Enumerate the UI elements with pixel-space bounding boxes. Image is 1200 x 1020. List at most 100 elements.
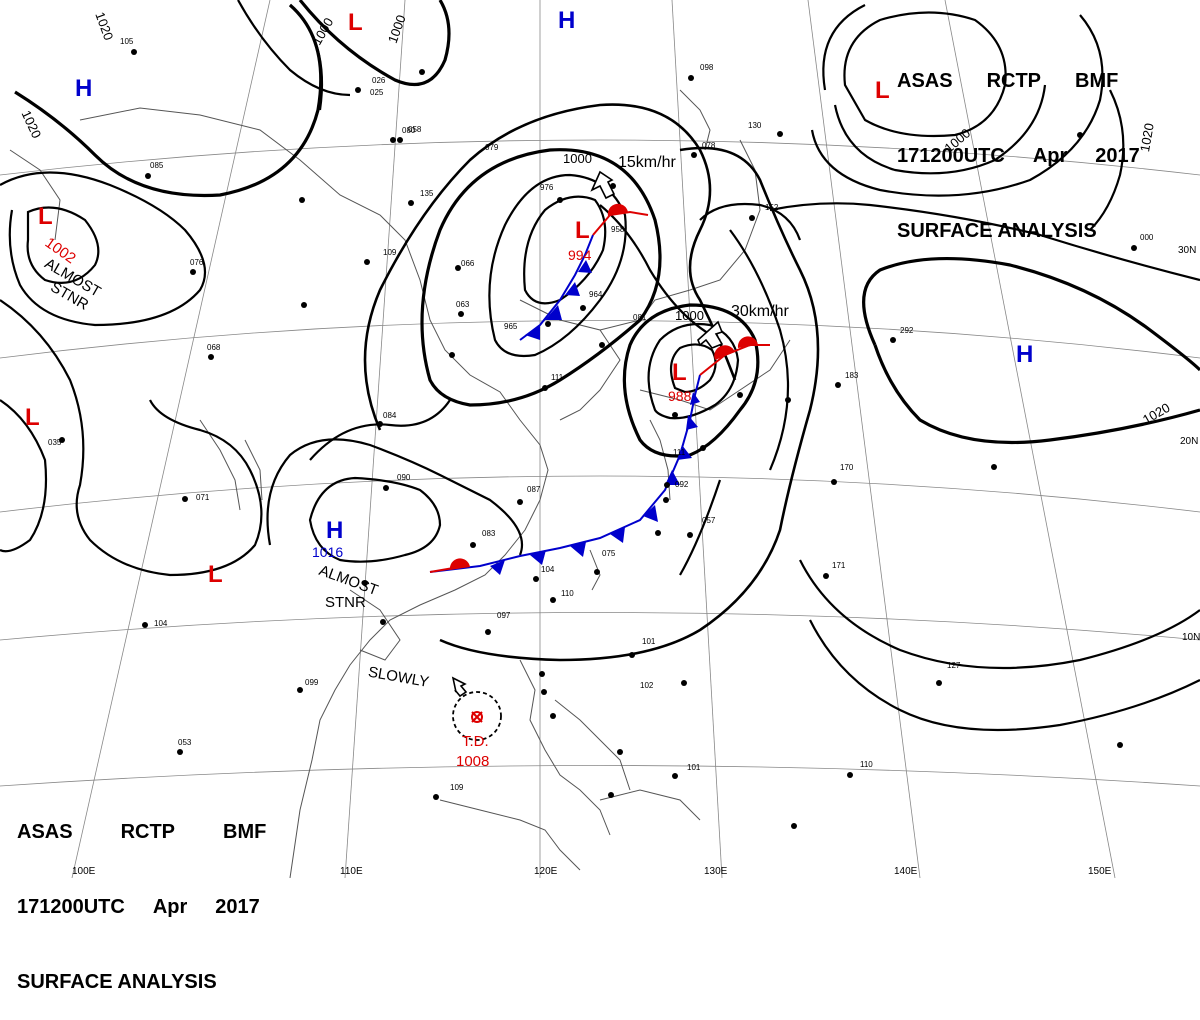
station-pressure-label: 111 [673,448,686,457]
high-center-value: 1016 [312,544,343,560]
isobar-label: 1000 [309,15,336,48]
cold-front-barbs [490,260,700,575]
agency: ASAS [897,70,953,92]
station-pressure-label: 058 [408,125,422,134]
station-pressure-label: 085 [150,161,164,170]
lat-label-30n: 30N [1178,245,1196,256]
header-line-1: ASAS RCTP BMF [17,820,266,845]
td-label: T.D. [462,733,489,750]
agency: ASAS [17,821,73,843]
station-pressure-label: 152 [765,203,779,212]
station-pressure-label: 130 [748,121,762,130]
product: SURFACE ANALYSIS [897,220,1097,242]
lat-label-10n: 10N [1182,632,1200,643]
product: SURFACE ANALYSIS [17,971,217,993]
station-pressure-label: 087 [527,485,541,494]
lon-labels: 100E 110E 120E 130E 140E 150E [72,866,1112,877]
lon-label-100e: 100E [72,866,96,877]
low-center: L [875,77,890,104]
low-center: L [575,217,590,244]
motion-speed-label: 30km/hr [731,303,789,320]
station-pressure-label: 101 [687,763,701,772]
station-pressure-label: 183 [845,371,859,380]
station-pressure-label: 025 [370,88,384,97]
weather-map: 105 085 076 068 035 071 104 099 053 109 080 084 090 0… [0,0,1200,878]
station-pressure-label: 099 [305,678,319,687]
isobar-label: 1020 [19,108,45,141]
lon-label-110e: 110E [340,866,363,877]
station-pressure-label: 079 [485,143,499,152]
station-pressure-label: 035 [48,438,62,447]
station-pressure-label: 063 [456,300,470,309]
station-pressure-label: 171 [832,561,846,570]
chart-header-bottom: ASAS RCTP BMF 171200UTC Apr 2017 SURFACE ANA… [17,770,266,1020]
high-center: H [1016,341,1033,368]
year: 2017 [215,896,260,918]
motion-arrows [451,170,724,698]
station-pressure-label: 958 [611,225,625,234]
station-pressure-label: 071 [196,493,210,502]
station-pressure-label: 081 [633,313,647,322]
station-pressure-label: 080 [402,126,416,135]
station-pressure-label: 000 [1140,233,1154,242]
lon-label-130e: 130E [704,866,728,877]
station-pressure-label: 105 [120,37,134,46]
fronts [429,210,770,573]
station-pressure-label: 292 [900,326,914,335]
station-pressure-label: 078 [702,141,716,150]
graticule [0,0,1200,878]
station-pressure-label: 110 [561,589,574,598]
station-pressure-label: 170 [840,463,854,472]
header-line-3: SURFACE ANALYSIS [17,970,266,995]
lon-label-150e: 150E [1088,866,1112,877]
low-center: L [25,404,40,431]
warm-front-bumps [449,203,758,570]
isobar-label: 1000 [563,151,592,166]
isobar-label: 1020 [92,10,116,42]
high-center: H [326,517,343,544]
station-pressure-label: 083 [482,529,496,538]
station-pressure-label: 104 [154,619,168,628]
isobar-label: 1000 [385,13,409,45]
month: Apr [1032,145,1068,167]
isobar-label: 1000 [675,308,704,323]
header-line-1: ASAS RCTP BMF [897,69,1140,94]
stationary-label: STNR [325,594,366,611]
office: BMF [1075,70,1119,92]
station-pressure-label: 109 [383,248,397,257]
high-center: H [75,75,92,102]
chart-header-top: ASAS RCTP BMF 171200UTC Apr 2017 SURFACE ANA… [897,19,1140,269]
high-center: H [558,7,575,34]
valid-time: 171200UTC [17,896,125,918]
low-center-value: 988 [668,388,692,404]
header-line-2: 171200UTC Apr 2017 [17,895,266,920]
header-line-2: 171200UTC Apr 2017 [897,144,1140,169]
station-pressure-label: 111 [551,373,564,382]
station-pressure-label: 135 [420,189,434,198]
low-center-value: 994 [568,247,592,263]
station-pressure-label: 098 [700,63,714,72]
coastlines [9,89,791,878]
isobar-label: 1020 [1137,122,1157,153]
year: 2017 [1095,145,1140,167]
lon-label-140e: 140E [894,866,918,877]
station-pressure-label: 075 [602,549,616,558]
slowly-label: SLOWLY [367,664,430,691]
station-pressure-label: 127 [947,661,961,670]
valid-time: 171200UTC [897,145,1005,167]
station-pressure-label: 110 [860,760,873,769]
tropical-depression [452,691,502,741]
station-pressure-label: 092 [675,480,689,489]
low-center: L [208,561,223,588]
station: RCTP [120,821,176,843]
station-text: 105 085 076 068 035 071 104 099 053 109 080 084 090 0… [48,37,1154,792]
station-markers [59,49,1137,829]
low-center: L [38,203,53,230]
td-pressure-label: 1008 [456,753,489,770]
station-pressure-label: 076 [190,258,204,267]
lat-label-20n: 20N [1180,436,1198,447]
station-pressure-label: 097 [497,611,511,620]
motion-speed-label: 15km/hr [618,154,676,171]
station-pressure-label: 109 [450,783,464,792]
station-pressure-label: 053 [178,738,192,747]
